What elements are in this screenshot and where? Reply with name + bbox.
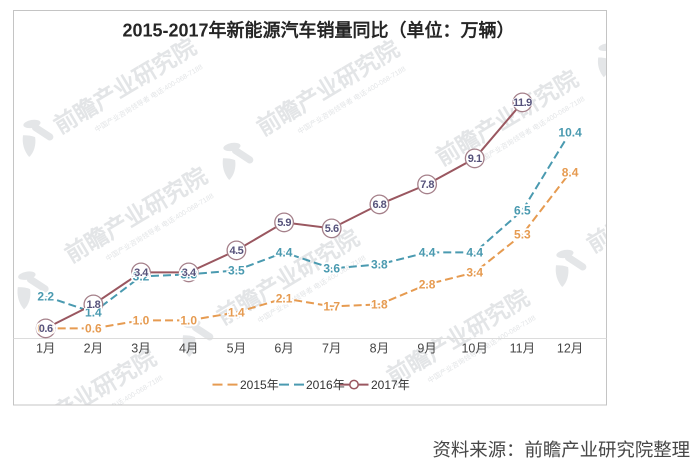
svg-text:11月: 11月	[510, 342, 535, 356]
svg-text:3.5: 3.5	[228, 264, 245, 278]
svg-text:2015-2017年新能源汽车销量同比（单位：万辆）: 2015-2017年新能源汽车销量同比（单位：万辆）	[122, 20, 514, 41]
svg-text:2017年: 2017年	[371, 378, 410, 392]
svg-text:10月: 10月	[461, 342, 487, 356]
svg-text:3.4: 3.4	[466, 266, 483, 280]
svg-text:12月: 12月	[557, 342, 583, 356]
svg-text:0.6: 0.6	[37, 322, 54, 336]
svg-text:1.4: 1.4	[228, 306, 245, 320]
svg-text:1.8: 1.8	[87, 299, 101, 311]
svg-text:1.7: 1.7	[323, 300, 340, 314]
svg-text:1.0: 1.0	[180, 314, 197, 328]
svg-text:5.6: 5.6	[325, 223, 339, 235]
svg-text:2.8: 2.8	[419, 278, 436, 292]
svg-text:4.5: 4.5	[230, 245, 244, 257]
svg-text:3.8: 3.8	[371, 258, 388, 272]
svg-text:4.4: 4.4	[276, 246, 293, 260]
svg-text:2.2: 2.2	[37, 290, 54, 304]
svg-text:2.1: 2.1	[276, 292, 293, 306]
svg-text:7.8: 7.8	[420, 179, 434, 191]
svg-text:11.9: 11.9	[513, 97, 532, 109]
svg-text:3.4: 3.4	[134, 267, 149, 279]
svg-text:3.4: 3.4	[182, 267, 197, 279]
svg-text:6月: 6月	[274, 342, 293, 356]
svg-text:3.3: 3.3	[180, 268, 197, 282]
svg-text:5.9: 5.9	[277, 217, 291, 229]
svg-text:5月: 5月	[227, 342, 246, 356]
svg-text:8月: 8月	[370, 342, 389, 356]
svg-text:3月: 3月	[131, 342, 150, 356]
svg-text:6.5: 6.5	[514, 204, 531, 218]
svg-text:2月: 2月	[84, 342, 103, 356]
svg-text:0.6: 0.6	[85, 322, 102, 336]
svg-text:1月: 1月	[36, 342, 55, 356]
svg-text:5.3: 5.3	[514, 228, 531, 242]
svg-text:1.4: 1.4	[85, 306, 102, 320]
svg-text:2015年: 2015年	[240, 378, 279, 392]
svg-text:9月: 9月	[417, 342, 436, 356]
svg-text:7月: 7月	[322, 342, 341, 356]
svg-text:4.4: 4.4	[419, 246, 436, 260]
svg-text:2016年: 2016年	[306, 378, 345, 392]
svg-text:1.0: 1.0	[133, 314, 150, 328]
svg-text:4.4: 4.4	[466, 246, 483, 260]
svg-text:6.8: 6.8	[373, 199, 387, 211]
svg-text:1.8: 1.8	[371, 298, 388, 312]
svg-text:9.1: 9.1	[468, 153, 482, 165]
svg-text:资料来源：前瞻产业研究院整理: 资料来源：前瞻产业研究院整理	[433, 439, 690, 460]
svg-text:3.6: 3.6	[323, 262, 340, 276]
svg-text:0.6: 0.6	[39, 323, 53, 335]
svg-text:3.2: 3.2	[133, 270, 150, 284]
svg-text:10.4: 10.4	[558, 126, 582, 140]
svg-text:8.4: 8.4	[562, 166, 579, 180]
svg-text:4月: 4月	[179, 342, 198, 356]
